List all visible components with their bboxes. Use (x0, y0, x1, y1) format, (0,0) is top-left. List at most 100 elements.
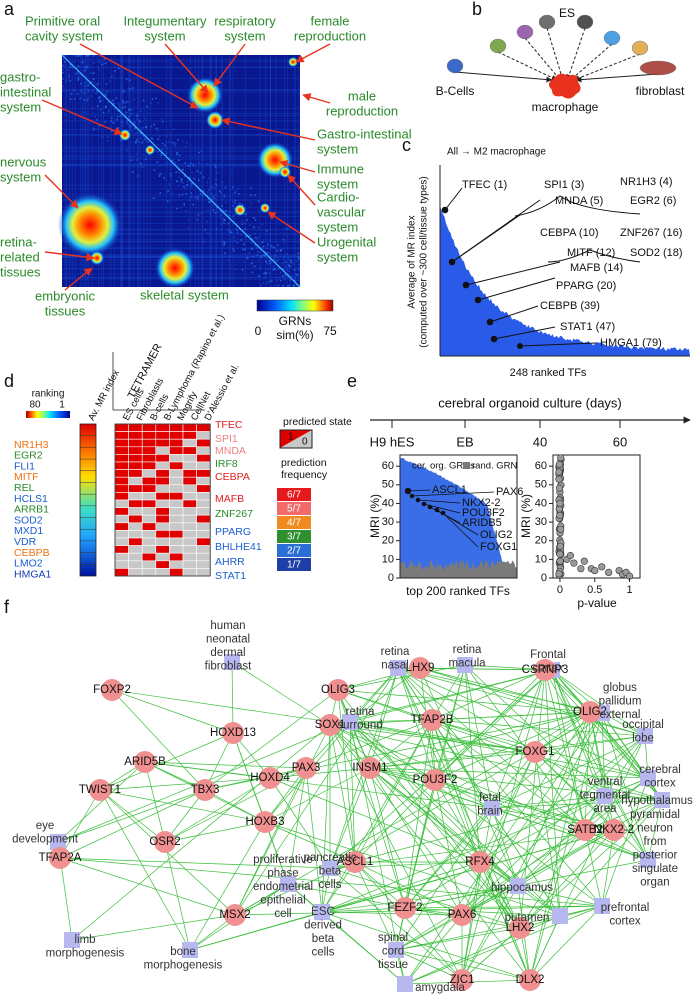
state-cell (114, 431, 129, 440)
network-edge (397, 667, 436, 781)
heatmap-speckle (243, 222, 246, 225)
tf-node (451, 904, 473, 926)
heatmap-speckle (286, 269, 288, 272)
heatmap-speckle (188, 165, 190, 167)
heatmap-speckle (273, 285, 275, 287)
tf-node (194, 779, 216, 801)
heatmap-speckle (125, 114, 127, 117)
bracket (547, 249, 641, 263)
system-label: reproduction (326, 103, 398, 118)
state-cell (128, 454, 143, 463)
tf-node-label: RFX4 (465, 856, 495, 868)
heatmap-speckle (87, 84, 89, 86)
network-edge (337, 689, 603, 714)
line (411, 491, 495, 497)
term-node (484, 800, 500, 816)
term-label: morphogenesis (46, 948, 125, 960)
term-label: singulate (632, 863, 678, 875)
network-edge (604, 795, 663, 801)
tf-node (101, 679, 123, 701)
heatmap-speckle (254, 236, 257, 239)
heatmap-speckle (108, 109, 111, 112)
term-label: cells (318, 879, 341, 891)
state-cell (169, 537, 184, 546)
state-cell (155, 446, 170, 455)
heatmap-speckle (287, 258, 290, 260)
heatmap-speckle (181, 169, 184, 172)
heatmap-speckle (63, 61, 66, 63)
state-cell (155, 545, 170, 554)
heatmap-speckle (69, 80, 72, 82)
heatmap-speckle (288, 227, 291, 230)
heatmap-speckle (185, 209, 188, 212)
heatmap-speckle (73, 89, 75, 91)
heatmap-speckle (265, 260, 267, 263)
tf-label: EGR2 (6) (630, 195, 676, 207)
tf-dot (421, 501, 427, 507)
heatmap-speckle (93, 72, 95, 74)
scatter-point (580, 557, 588, 565)
heatmap-speckle (185, 142, 188, 144)
line (164, 43, 209, 94)
heatmap-speckle (155, 97, 157, 100)
heatmap-speckle (80, 82, 82, 85)
term-label: dermal (210, 647, 245, 659)
heatmap-speckle (289, 280, 292, 283)
state-cell (128, 431, 143, 440)
heatmap-speckle (279, 249, 282, 252)
heatmap-speckle (143, 164, 145, 167)
heatmap-speckle (267, 268, 269, 270)
state-cell (182, 560, 197, 569)
heatmap-speckle (104, 62, 106, 64)
colorbar (26, 411, 70, 418)
term-label: eye (36, 820, 55, 832)
system-label: system (317, 141, 358, 156)
line (570, 43, 613, 81)
tf-node (451, 969, 473, 991)
heatmap-speckle (126, 101, 128, 103)
heatmap-speckle (147, 141, 149, 143)
state-cell (114, 423, 129, 432)
x-tick-label: 0 (557, 584, 563, 596)
system-label: Gastro-intestinal (317, 126, 412, 141)
subtitle: All → M2 macrophage (447, 147, 546, 158)
state-cell (182, 461, 197, 470)
heatmap-speckle (232, 186, 234, 189)
heatmap-speckle (262, 245, 265, 248)
scatter-point (556, 499, 564, 507)
network-edge (395, 949, 463, 981)
heatmap-speckle (267, 281, 269, 284)
network-edge (404, 861, 481, 909)
heatmap-speckle (215, 178, 217, 181)
scatter-point (556, 542, 564, 550)
y-tick-label: 40 (382, 497, 394, 509)
term-node (224, 654, 240, 670)
heatmap-speckle (224, 252, 226, 254)
heatmap-stripe (166, 55, 168, 287)
heatmap-stripe (62, 229, 300, 231)
tf-node-label: DLX2 (516, 974, 545, 986)
heatmap-speckle (295, 273, 298, 276)
tf-label: CEBPA (10) (540, 227, 599, 239)
tf-label: TFEC (1) (462, 179, 507, 191)
heatmap-speckle (215, 228, 218, 230)
heatmap-speckle (142, 135, 145, 137)
heatmap-speckle (85, 66, 88, 68)
network-edge (349, 721, 536, 753)
term-label: neuron (637, 823, 673, 835)
frequency-swatch (277, 516, 311, 529)
heatmap-stripe (62, 199, 300, 201)
heatmap-speckle (216, 171, 218, 174)
network-edge (551, 669, 649, 779)
heatmap-cluster (145, 145, 155, 155)
network-edge (354, 719, 433, 863)
colorbar-min: 80 (29, 400, 41, 411)
state-cell (196, 530, 211, 539)
heatmap-speckle (116, 109, 119, 112)
network-edge (395, 807, 493, 951)
state-cell (141, 560, 157, 569)
heatmap-speckle (270, 260, 272, 263)
network-edge (321, 885, 519, 913)
line (546, 27, 565, 81)
tf-node-label: OLIG3 (321, 684, 355, 696)
